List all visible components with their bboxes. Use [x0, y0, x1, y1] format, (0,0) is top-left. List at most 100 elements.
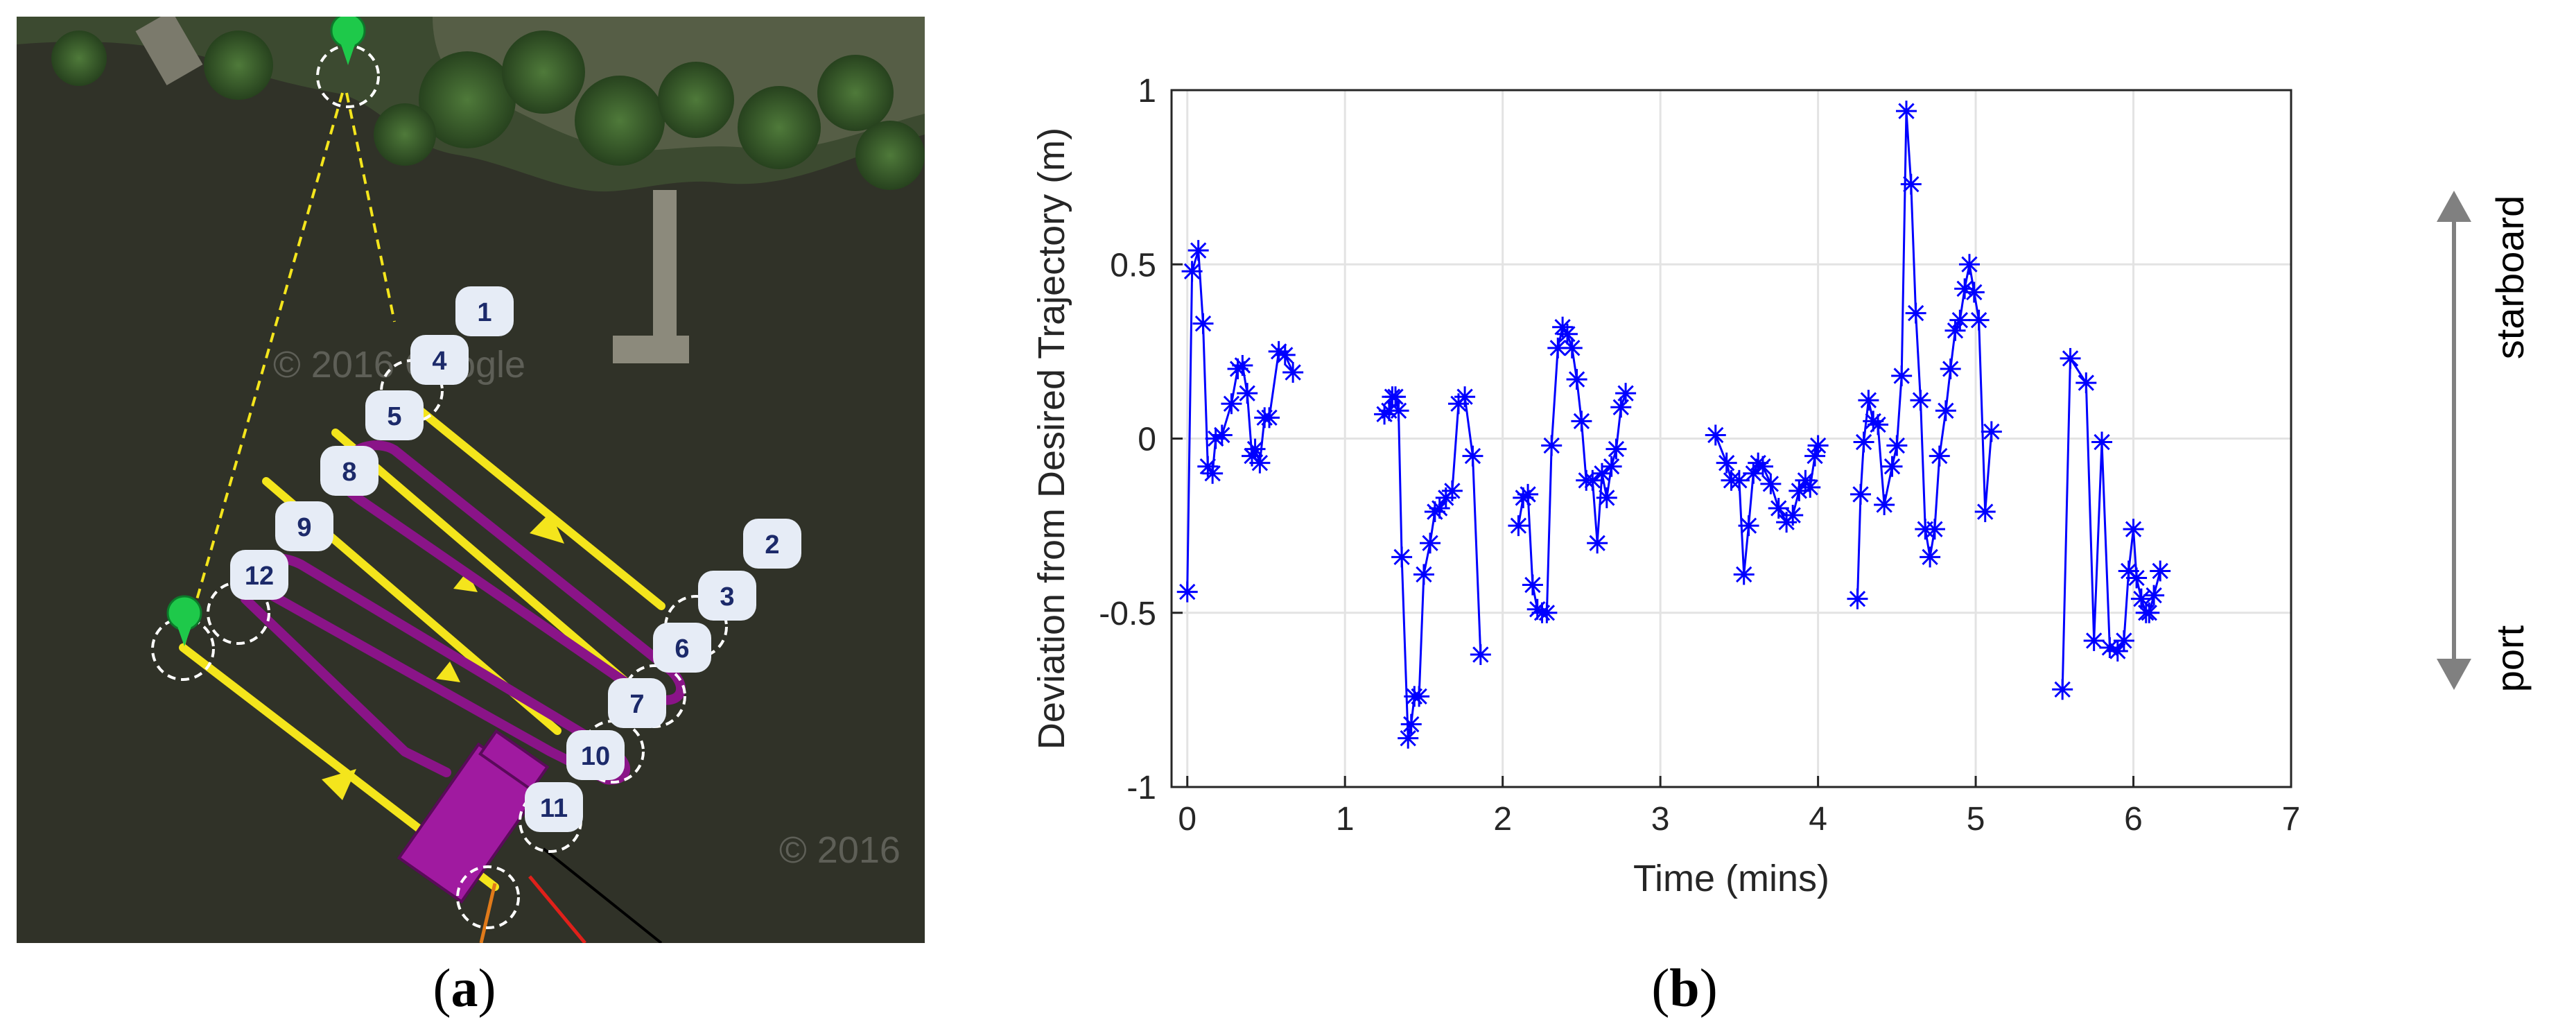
port-label: port: [2488, 625, 2532, 692]
boat: [397, 729, 550, 904]
panel-a-letter: a: [451, 958, 478, 1018]
data-point-marker: [1940, 358, 1961, 379]
data-point-marker: [1789, 480, 1810, 501]
waypoint-label: 12: [230, 550, 288, 600]
watermark-year: © 2016: [779, 829, 900, 871]
data-point-marker: [2091, 431, 2113, 453]
data-point-marker: [1891, 365, 1913, 387]
x-tick-label: 0: [1178, 801, 1196, 838]
x-tick-label: 1: [1336, 801, 1355, 838]
waypoint-label: 8: [320, 446, 378, 496]
waypoint-label: 10: [566, 730, 625, 780]
data-point-marker: [1601, 456, 1622, 477]
x-tick-label: 7: [2282, 801, 2301, 838]
data-point-marker: [1221, 393, 1242, 415]
data-point-marker: [1716, 452, 1737, 474]
data-point-marker: [1733, 564, 1755, 585]
waypoint-number: 6: [675, 634, 689, 664]
data-point-marker: [2143, 585, 2165, 606]
waypoint-chip: [566, 730, 625, 780]
data-point-marker: [1517, 483, 1539, 505]
data-point-marker: [1853, 431, 1874, 453]
data-point-marker: [1259, 407, 1280, 429]
data-point-marker: [1886, 435, 1908, 456]
data-point-marker: [1202, 462, 1224, 484]
x-tick-label: 3: [1651, 801, 1670, 838]
series-layer: [1176, 101, 2171, 749]
data-point-marker: [2139, 602, 2160, 623]
data-point-marker: [1536, 602, 1558, 623]
data-point-marker: [1596, 487, 1617, 508]
waypoint-number: 4: [432, 347, 446, 376]
y-axis-label: Deviation from Desired Trajectory (m): [1031, 128, 1072, 750]
waypoint-label: 7: [608, 678, 666, 728]
waypoint-chip: [525, 782, 583, 832]
data-point-marker: [1920, 546, 1941, 568]
data-point-marker: [1874, 494, 1895, 515]
data-point-marker: [1400, 714, 1422, 735]
data-point-marker: [1610, 397, 1632, 418]
data-point-marker: [1398, 727, 1419, 749]
data-point-marker: [1429, 498, 1450, 519]
y-tick-label: -1: [1126, 770, 1156, 806]
x-tick-label: 6: [2124, 801, 2143, 838]
data-point-marker: [1409, 686, 1430, 707]
starboard-label: starboard: [2488, 196, 2532, 360]
data-point-marker: [2083, 630, 2105, 651]
waypoint-number: 5: [387, 402, 401, 431]
map-marker-icon: [166, 595, 202, 646]
data-point-marker: [1615, 383, 1637, 404]
waypoint-number: 1: [477, 298, 491, 327]
data-point-marker: [1249, 452, 1271, 474]
waypoint-chip: [275, 501, 333, 551]
waypoint-label: 2: [743, 519, 801, 569]
data-point-marker: [2113, 630, 2134, 651]
data-point-marker: [1847, 588, 1868, 609]
waypoint-number: 7: [629, 690, 644, 719]
data-point-marker: [1508, 515, 1529, 537]
panel-b-letter: b: [1669, 958, 1700, 1018]
data-point-marker: [1900, 173, 1922, 195]
data-point-marker: [1958, 254, 1980, 275]
data-point-marker: [1470, 644, 1491, 666]
y-tick-label: 0.5: [1110, 247, 1156, 284]
data-point-marker: [1541, 435, 1563, 456]
waypoint-chip: [320, 446, 378, 496]
data-point-marker: [1910, 390, 1931, 411]
data-point-marker: [1385, 386, 1406, 408]
waypoint-chip: [230, 550, 288, 600]
data-point-marker: [1963, 282, 1985, 303]
data-point-marker: [2052, 679, 2073, 700]
data-point-marker: [1807, 435, 1829, 456]
waypoint-chip: [365, 390, 424, 440]
data-point-marker: [1274, 344, 1296, 365]
data-point-marker: [1895, 101, 1917, 122]
data-point-marker: [1924, 519, 1945, 540]
data-point-marker: [1974, 501, 1996, 523]
x-axis-label: Time (mins): [1633, 858, 1829, 899]
axes: 0 1 2 3 4 5 6 7 -1 -0.5 0 0.5 1: [1099, 73, 2300, 838]
data-point-marker: [1181, 261, 1203, 282]
data-point-marker: [1760, 473, 1782, 494]
data-point-marker: [1232, 354, 1253, 376]
data-point-marker: [1413, 564, 1434, 585]
data-point-marker: [1244, 438, 1266, 460]
data-point-marker: [1968, 309, 1990, 331]
data-point-marker: [1981, 421, 2002, 442]
satellite-map: © 2016 Google © 2016: [17, 17, 925, 943]
waypoint-number: 10: [581, 742, 610, 771]
data-point-marker: [1949, 309, 1971, 331]
waypoint-number: 8: [342, 458, 356, 487]
dashed-guide-lines: [182, 92, 396, 648]
data-point-marker: [1561, 337, 1583, 358]
data-point-marker: [1782, 505, 1804, 526]
data-point-marker: [1858, 390, 1879, 411]
waypoint-chip: [698, 571, 756, 621]
data-point-marker: [1935, 400, 1956, 422]
data-point-marker: [2150, 560, 2171, 582]
data-point-marker: [1237, 383, 1258, 404]
waypoint-chip: [608, 678, 666, 728]
waypoint-chip: [653, 623, 711, 673]
data-point-marker: [1905, 302, 1926, 324]
data-point-marker: [1454, 386, 1476, 408]
